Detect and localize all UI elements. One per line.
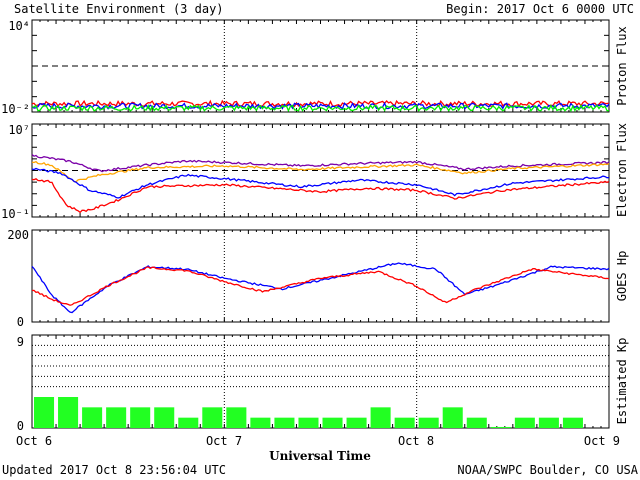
series-line-red (31, 266, 610, 306)
panel-goes-hp: 200 0 GOES Hp (7, 228, 629, 329)
hp-ytick-top: 200 (7, 228, 29, 242)
series-line-blue (31, 262, 610, 314)
xtick-oct8: Oct 8 (398, 434, 434, 448)
kp-bar (538, 417, 559, 428)
kp-bar (58, 397, 79, 428)
kp-bar (442, 407, 463, 428)
chart-title: Satellite Environment (3 day) (14, 2, 224, 16)
kp-bar (106, 407, 127, 428)
panel-estimated-kp: 9 0 Estimated Kp (17, 334, 629, 433)
kp-bar (274, 417, 295, 428)
electron-ytick-top: 10⁷ (8, 123, 30, 137)
kp-bar (178, 417, 199, 428)
xtick-oct9: Oct 9 (584, 434, 620, 448)
kp-bar (466, 417, 487, 428)
panel-electron-flux: 10⁷ 10⁻¹ Electron Flux (1, 123, 629, 221)
kp-bar (490, 426, 511, 428)
proton-ylabel: Proton Flux (615, 26, 629, 105)
electron-ylabel: Electron Flux (615, 123, 629, 217)
xtick-oct6: Oct 6 (16, 434, 52, 448)
x-axis-label: Universal Time (269, 449, 371, 463)
kp-bar (322, 417, 343, 428)
kp-ytick-bottom: 0 (17, 419, 24, 433)
kp-bar (514, 417, 535, 428)
kp-bar (562, 417, 583, 428)
hp-ytick-bottom: 0 (17, 315, 24, 329)
kp-bar (82, 407, 103, 428)
kp-bar (370, 407, 391, 428)
kp-bar (154, 407, 175, 428)
proton-ytick-bottom: 10⁻² (1, 102, 30, 116)
kp-bar (202, 407, 223, 428)
xtick-oct7: Oct 7 (206, 434, 242, 448)
kp-bar (418, 417, 439, 428)
kp-bar (298, 417, 319, 428)
series-line-red (31, 178, 610, 214)
panel-proton-flux: 10⁴ 10⁻² Proton Flux (1, 19, 629, 116)
kp-bar (130, 407, 151, 428)
proton-ytick-top: 10⁴ (8, 19, 30, 33)
hp-frame (31, 229, 610, 323)
kp-ylabel: Estimated Kp (615, 338, 629, 425)
series-line-orange (31, 160, 610, 183)
kp-bar (250, 417, 271, 428)
kp-bar (226, 407, 247, 428)
hp-ylabel: GOES Hp (615, 251, 629, 302)
begin-date: Begin: 2017 Oct 6 0000 UTC (446, 2, 634, 16)
updated-timestamp: Updated 2017 Oct 8 23:56:04 UTC (2, 463, 226, 477)
kp-bar (394, 417, 415, 428)
series-line-green (31, 103, 609, 113)
source-credit: NOAA/SWPC Boulder, CO USA (457, 463, 638, 477)
series-line-purple (31, 154, 610, 173)
kp-bar (34, 397, 55, 428)
kp-bar (346, 417, 367, 428)
series-line-blue (31, 167, 610, 199)
electron-ytick-bottom: 10⁻¹ (1, 207, 30, 221)
kp-ytick-top: 9 (17, 335, 24, 349)
